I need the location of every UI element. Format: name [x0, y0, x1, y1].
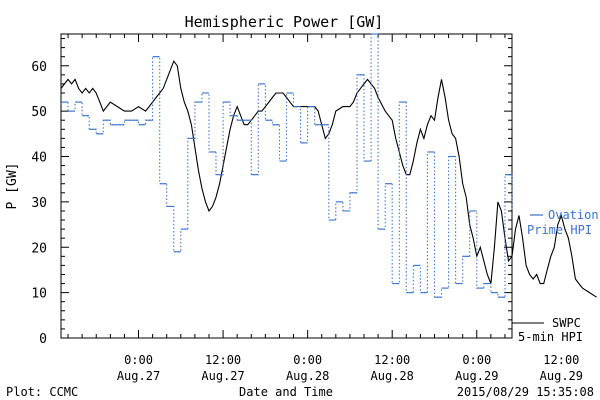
x-tick-label: 12:00 [205, 353, 241, 367]
x-tick-label: 12:00 [374, 353, 410, 367]
y-tick-label: 60 [31, 60, 47, 75]
series-line-swpc [60, 60, 597, 298]
y-tick-label: 50 [31, 105, 47, 120]
x-tick-label: 0:00 [124, 353, 153, 367]
x-tick-label: 12:00 [543, 353, 579, 367]
y-tick-label: 10 [31, 287, 47, 302]
x-axis-ticks: 0:00 Aug.27 12:00 Aug.27 0:00 Aug.28 12:00 Aug.… [67, 34, 583, 383]
y-axis-label: P [GW] [5, 163, 20, 210]
x-axis-label: Date and Time [239, 385, 333, 399]
legend-label-ovation: Ovation [548, 208, 599, 222]
timestamp: 2015/08/29 15:35:08 [457, 385, 594, 399]
legend-label-ovation-line2: Prime HPI [527, 223, 592, 237]
y-tick-label: 40 [31, 151, 47, 166]
x-tick-date-label: Aug.28 [371, 369, 414, 383]
x-tick-date-label: Aug.27 [117, 369, 160, 383]
x-tick-label: 0:00 [462, 353, 491, 367]
plot-credit: Plot: CCMC [6, 385, 78, 399]
series-layer [60, 33, 597, 298]
legend-label-swpc-line2: 5-min HPI [518, 330, 583, 344]
x-tick-date-label: Aug.28 [286, 369, 329, 383]
y-tick-label: 20 [31, 241, 47, 256]
x-tick-date-label: Aug.29 [540, 369, 583, 383]
chart-title: Hemispheric Power [GW] [185, 13, 384, 31]
x-tick-date-label: Aug.29 [455, 369, 498, 383]
x-tick-label: 0:00 [293, 353, 322, 367]
series-line-ovation-prime [61, 33, 513, 298]
y-tick-label: 30 [31, 196, 47, 211]
legend-label-swpc: SWPC [552, 316, 581, 330]
plot-frame [60, 33, 513, 339]
y-tick-label: 0 [39, 332, 47, 347]
x-tick-date-label: Aug.27 [201, 369, 244, 383]
y-axis-ticks: 0 10 20 30 40 50 60 [31, 38, 512, 347]
